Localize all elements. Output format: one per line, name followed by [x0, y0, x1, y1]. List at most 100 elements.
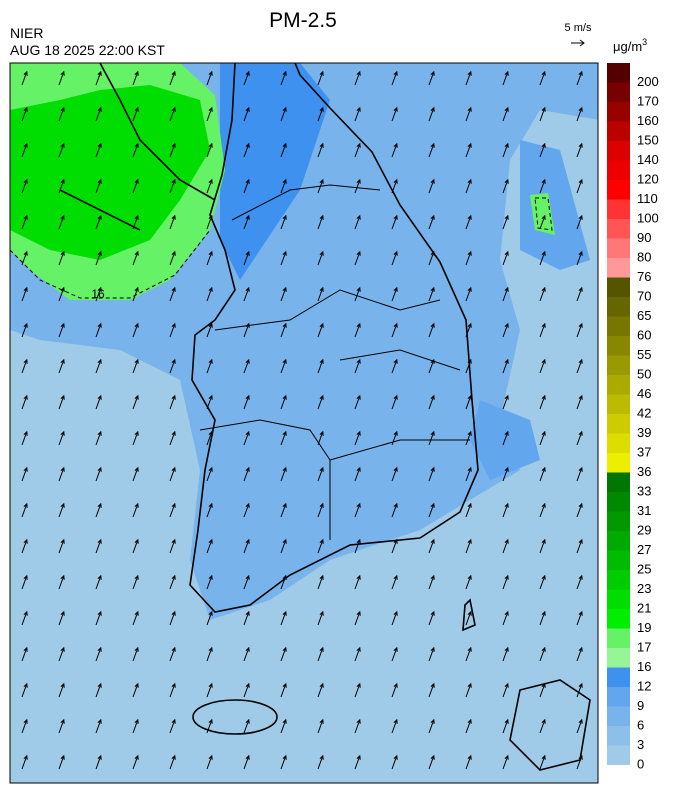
wind-arrow: [206, 70, 213, 86]
wind-arrow: [169, 754, 176, 770]
wind-arrow: [428, 610, 435, 626]
wind-arrow: [317, 754, 324, 770]
colorbar-swatch: [607, 160, 630, 180]
wind-arrow: [317, 322, 324, 338]
colorbar-label: 50: [637, 366, 651, 381]
wind-arrow: [21, 754, 28, 770]
pm-field-green-dark: [10, 85, 210, 260]
wind-arrow: [428, 178, 435, 194]
wind-arrow: [317, 718, 324, 734]
colorbar-swatch: [607, 180, 630, 200]
wind-arrow: [169, 142, 176, 158]
wind-arrow: [243, 682, 250, 698]
wind-arrow: [243, 106, 250, 122]
wind-arrow: [391, 430, 398, 446]
wind-arrow: [502, 574, 509, 590]
wind-arrow: [206, 538, 213, 554]
colorbar-swatch: [607, 258, 630, 278]
wind-arrows: [21, 70, 583, 770]
wind-arrow: [576, 106, 583, 122]
wind-arrow: [576, 142, 583, 158]
wind-arrow: [95, 394, 102, 410]
wind-arrow: [576, 178, 583, 194]
wind-arrow: [317, 394, 324, 410]
wind-arrow: [95, 142, 102, 158]
wind-arrow: [206, 574, 213, 590]
colorbar-label: 90: [637, 230, 651, 245]
wind-arrow: [95, 754, 102, 770]
wind-arrow: [317, 574, 324, 590]
wind-arrow: [465, 430, 472, 446]
wind-arrow: [502, 466, 509, 482]
wind-arrow: [21, 646, 28, 662]
colorbar-swatch: [607, 570, 630, 590]
wind-arrow: [502, 430, 509, 446]
wind-arrow: [391, 70, 398, 86]
wind-arrow: [280, 502, 287, 518]
unit: μg/m3: [613, 37, 647, 54]
wind-arrow: [539, 394, 546, 410]
timestamp: AUG 18 2025 22:00 KST: [10, 42, 165, 58]
wind-arrow: [576, 214, 583, 230]
wind-arrow: [132, 322, 139, 338]
colorbar-swatch: [607, 531, 630, 551]
wind-arrow: [58, 394, 65, 410]
wind-arrow: [465, 70, 472, 86]
wind-arrow: [58, 178, 65, 194]
wind-arrow: [280, 214, 287, 230]
wind-arrow: [243, 70, 250, 86]
wind-arrow: [354, 178, 361, 194]
colorbar-swatch: [607, 453, 630, 473]
colorbar-label: 23: [637, 581, 651, 596]
wind-arrow: [132, 106, 139, 122]
wind-arrow: [354, 106, 361, 122]
wind-arrow: [576, 538, 583, 554]
colorbar-label: 120: [637, 171, 659, 186]
wind-arrow: [58, 466, 65, 482]
wind-arrow: [317, 466, 324, 482]
wind-arrow: [21, 466, 28, 482]
wind-arrow: [206, 142, 213, 158]
wind-arrow: [132, 214, 139, 230]
title: PM-2.5: [269, 9, 337, 32]
wind-arrow: [428, 718, 435, 734]
wind-arrow: [280, 538, 287, 554]
wind-arrow: [21, 502, 28, 518]
wind-arrow: [95, 574, 102, 590]
colorbar-label: 55: [637, 347, 651, 362]
wind-arrow: [317, 286, 324, 302]
wind-arrow: [169, 250, 176, 266]
wind-arrow: [576, 646, 583, 662]
wind-arrow: [502, 178, 509, 194]
wind-arrow: [502, 646, 509, 662]
wind-arrow: [317, 682, 324, 698]
wind-arrow: [465, 250, 472, 266]
wind-arrow: [280, 466, 287, 482]
colorbar-label: 16: [637, 659, 651, 674]
wind-arrow: [576, 322, 583, 338]
wind-arrow: [169, 718, 176, 734]
wind-arrow: [280, 358, 287, 374]
wind-arrow: [243, 610, 250, 626]
wind-arrow: [465, 394, 472, 410]
wind-arrow: [576, 610, 583, 626]
wind-arrow: [206, 646, 213, 662]
colorbar-swatch: [607, 511, 630, 531]
colorbar-swatch: [607, 121, 630, 141]
wind-arrow: [502, 538, 509, 554]
wind-arrow: [95, 214, 102, 230]
wind-arrow: [58, 574, 65, 590]
colorbar-swatch: [607, 82, 630, 102]
wind-arrow: [539, 358, 546, 374]
colorbar-swatch: [607, 726, 630, 746]
colorbar-swatch: [607, 219, 630, 239]
colorbar-label: 65: [637, 308, 651, 323]
wind-arrow: [169, 574, 176, 590]
wind-arrow: [502, 322, 509, 338]
wind-arrow: [465, 574, 472, 590]
wind-arrow: [354, 142, 361, 158]
wind-arrow: [502, 502, 509, 518]
wind-arrow: [169, 286, 176, 302]
wind-arrow: [317, 106, 324, 122]
wind-arrow: [169, 394, 176, 410]
